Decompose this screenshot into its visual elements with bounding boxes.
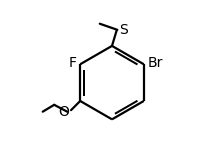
Text: Br: Br: [148, 56, 163, 71]
Text: O: O: [58, 105, 69, 119]
Text: F: F: [68, 56, 76, 71]
Text: S: S: [119, 23, 128, 37]
